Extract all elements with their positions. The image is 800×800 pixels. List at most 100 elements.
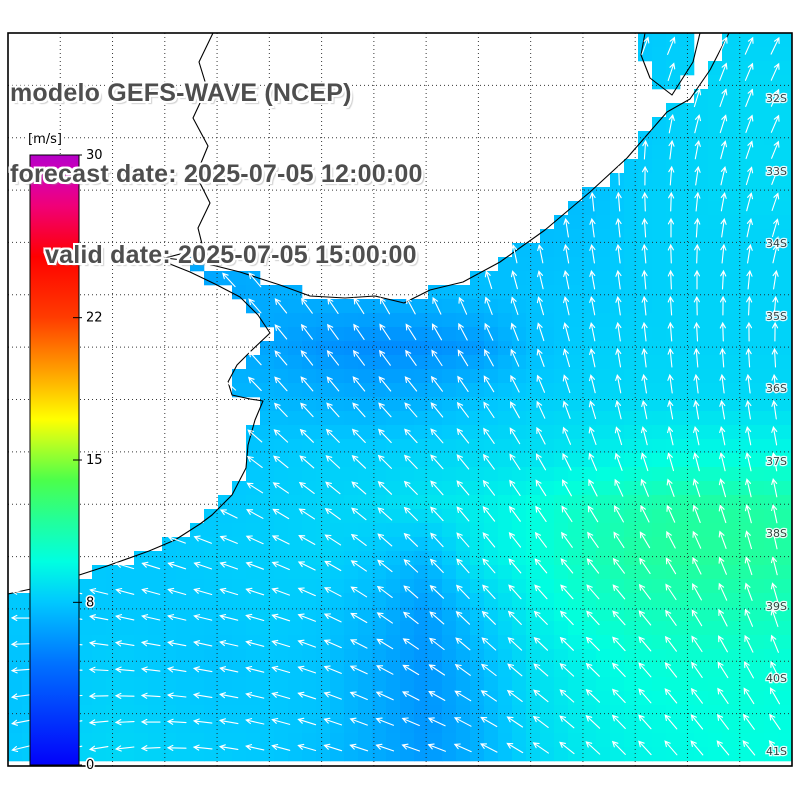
wave-direction-arrow [10, 614, 31, 622]
wave-direction-arrow [770, 608, 779, 628]
wave-direction-arrow [271, 691, 291, 700]
wave-direction-arrow [114, 666, 135, 673]
wave-direction-arrow [588, 478, 598, 497]
wave-direction-arrow [666, 504, 676, 523]
wave-direction-arrow [376, 585, 393, 598]
wave-direction-arrow [219, 587, 239, 596]
wave-direction-arrow [510, 270, 518, 290]
wave-direction-arrow [533, 689, 549, 703]
wave-direction-arrow [717, 661, 729, 679]
wave-direction-arrow [193, 561, 213, 570]
wave-direction-arrow [300, 349, 314, 366]
wave-direction-arrow [772, 295, 779, 316]
wave-direction-arrow [300, 323, 313, 340]
wave-direction-arrow [300, 376, 314, 392]
wave-direction-arrow [508, 531, 522, 548]
wave-direction-arrow [297, 639, 317, 648]
wave-direction-arrow [350, 560, 367, 572]
wave-direction-arrow [563, 296, 570, 316]
wave-direction-arrow [744, 36, 754, 55]
wave-direction-arrow [666, 530, 676, 549]
wave-direction-arrow [611, 740, 626, 755]
wave-direction-arrow [563, 217, 570, 238]
wave-direction-arrow [455, 584, 470, 600]
wave-direction-arrow [245, 744, 265, 751]
wave-direction-arrow [273, 402, 288, 418]
wave-direction-arrow [668, 114, 675, 134]
valid-date: valid date: 2025-07-05 15:00:00 [45, 241, 417, 269]
wave-direction-arrow [718, 635, 728, 653]
wave-direction-arrow [614, 505, 624, 523]
wave-direction-arrow [193, 640, 213, 647]
lat-label: 35S [766, 310, 787, 323]
graticule-layer [8, 33, 792, 766]
wave-direction-arrow [667, 36, 676, 55]
wave-direction-arrow [664, 661, 678, 678]
wave-direction-arrow [585, 636, 600, 651]
wave-direction-arrow [562, 479, 572, 497]
wave-direction-arrow [379, 349, 391, 366]
wave-direction-arrow [351, 428, 366, 444]
wave-direction-arrow [771, 218, 780, 238]
wave-direction-arrow [742, 740, 756, 756]
wave-direction-arrow [771, 347, 778, 368]
wave-direction-arrow [641, 191, 648, 212]
wave-direction-arrow [533, 636, 549, 651]
wave-direction-arrow [350, 612, 368, 624]
wave-direction-arrow [323, 587, 342, 597]
wave-direction-arrow [427, 743, 446, 752]
wave-direction-arrow [351, 454, 367, 469]
wave-direction-arrow [615, 374, 622, 394]
wave-direction-arrow [481, 610, 496, 625]
wave-direction-arrow [770, 88, 780, 107]
wave-direction-arrow [536, 296, 545, 316]
wave-direction-arrow [612, 584, 626, 600]
wave-direction-arrow [88, 745, 109, 752]
wave-direction-arrow [299, 455, 315, 469]
wave-direction-arrow [771, 452, 778, 472]
lat-label: 38S [766, 527, 787, 540]
wave-direction-arrow [480, 716, 498, 728]
wave-direction-arrow [588, 426, 597, 446]
wave-direction-arrow [482, 558, 496, 574]
wave-direction-arrow [770, 62, 780, 81]
wave-direction-arrow [402, 611, 419, 625]
wave-direction-arrow [615, 347, 622, 368]
wave-direction-arrow [694, 165, 701, 186]
wave-direction-arrow [401, 743, 421, 752]
wave-direction-arrow [691, 609, 703, 627]
wave-direction-arrow [692, 530, 702, 549]
wave-direction-arrow [641, 295, 648, 316]
wave-direction-arrow [534, 558, 548, 574]
wave-direction-arrow [301, 297, 313, 314]
wave-direction-arrow [245, 692, 265, 699]
wave-direction-arrow [536, 322, 545, 342]
wave-direction-arrow [693, 269, 701, 290]
wave-direction-arrow [719, 114, 728, 134]
colorbar-unit-label: [m/s] [28, 132, 62, 147]
wave-direction-arrow [641, 36, 650, 55]
wave-direction-arrow [719, 399, 726, 420]
wave-direction-arrow [559, 715, 575, 729]
wave-direction-arrow [377, 454, 392, 469]
wave-direction-arrow [612, 557, 625, 574]
wave-direction-arrow [324, 508, 341, 520]
wave-direction-arrow [248, 272, 262, 288]
wave-direction-arrow [192, 666, 213, 673]
wave-direction-arrow [404, 402, 418, 418]
wave-direction-arrow [615, 295, 622, 316]
wave-direction-arrow [770, 114, 780, 133]
wave-direction-arrow [694, 140, 701, 160]
wave-direction-arrow [559, 689, 575, 703]
wave-direction-arrow [484, 296, 493, 315]
wave-direction-arrow [140, 666, 161, 673]
wave-direction-arrow [219, 561, 239, 570]
colorbar-tick-label: 8 [86, 595, 94, 610]
wave-direction-arrow [140, 640, 161, 647]
wave-direction-arrow [745, 426, 752, 446]
wave-direction-arrow [324, 534, 342, 546]
wave-direction-arrow [745, 114, 754, 133]
wave-direction-arrow [455, 637, 471, 651]
wave-direction-arrow [507, 637, 523, 651]
